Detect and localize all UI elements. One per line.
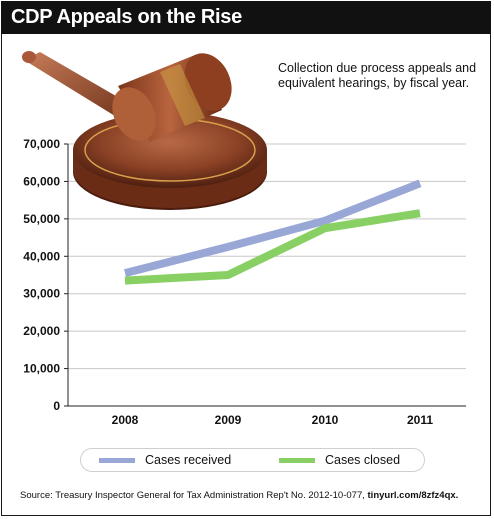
x-tick-labels: 2008 2009 2010 2011 [112, 413, 434, 427]
legend-label-closed: Cases closed [325, 453, 401, 467]
series-lines [124, 179, 422, 285]
series-line-received [124, 179, 422, 277]
legend-swatch-closed [279, 458, 315, 463]
gavel-icon [22, 51, 267, 210]
x-tick-label: 2008 [112, 413, 139, 427]
y-tick-label: 60,000 [23, 174, 60, 188]
title-bar: CDP Appeals on the Rise [1, 1, 491, 34]
y-tick-label: 50,000 [23, 212, 60, 226]
legend-swatch-received [99, 458, 135, 463]
y-tick-label: 20,000 [23, 324, 60, 338]
source-link[interactable]: tinyurl.com/8zfz4qx. [367, 490, 459, 501]
legend-label-received: Cases received [145, 453, 232, 467]
y-tick-label: 0 [53, 399, 60, 413]
x-tick-label: 2010 [312, 413, 339, 427]
legend: Cases received Cases closed [80, 448, 425, 472]
x-tick-label: 2009 [215, 413, 242, 427]
y-tick-label: 70,000 [23, 137, 60, 151]
series-line-closed [124, 209, 421, 285]
axes [67, 144, 466, 407]
y-tick-label: 30,000 [23, 287, 60, 301]
y-tick-labels: 0 10,000 20,000 30,000 40,000 50,000 60,000 70,… [23, 137, 60, 413]
source-text: Source: Treasury Inspector General for T… [20, 490, 365, 501]
chart-subtitle: Collection due process appeals and equiv… [278, 61, 477, 90]
x-tick-label: 2011 [407, 413, 433, 427]
y-tick-label: 40,000 [23, 249, 60, 263]
y-tick-label: 10,000 [23, 362, 60, 376]
source-note: Source: Treasury Inspector General for T… [20, 490, 480, 501]
chart-title: CDP Appeals on the Rise [11, 6, 242, 28]
